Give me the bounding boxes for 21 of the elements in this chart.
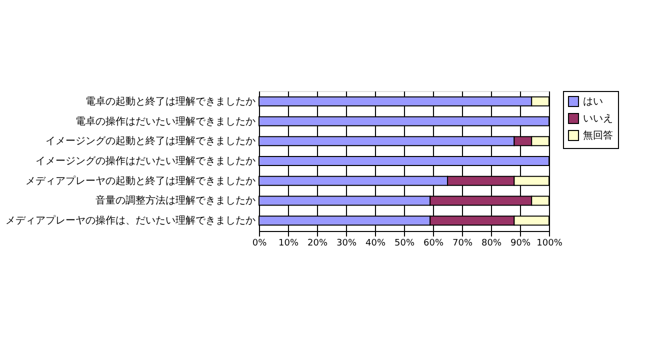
y-tick-label: メディアプレーヤの操作は、だいたい理解できましたか: [6, 214, 256, 227]
x-tick-label: 20%: [307, 238, 328, 248]
x-tick-label: 40%: [365, 238, 386, 248]
y-tick-label: 電卓の操作はだいたい理解できましたか: [76, 115, 256, 128]
y-tick-label: 音量の調整方法は理解できましたか: [96, 194, 256, 207]
legend-label: いいえ: [583, 114, 613, 124]
y-tick-label: メディアプレーヤの起動と終了は理解できましたか: [26, 174, 256, 187]
x-tick-label: 50%: [394, 238, 415, 248]
y-tick-label: 電卓の起動と終了は理解できましたか: [86, 95, 256, 108]
x-tick-label: 90%: [510, 238, 531, 248]
legend-label: 無回答: [583, 130, 613, 142]
x-tick-label: 0%: [252, 238, 268, 248]
x-tick-label: 70%: [452, 238, 473, 248]
x-tick-label: 80%: [481, 238, 502, 248]
x-tick-label: 100%: [536, 238, 563, 248]
y-tick-label: イメージングの起動と終了は理解できましたか: [46, 135, 256, 148]
legend-label: はい: [583, 96, 603, 108]
x-tick-label: 30%: [336, 238, 357, 248]
x-tick-label: 10%: [278, 238, 299, 248]
y-tick-label: イメージングの操作はだいたい理解できましたか: [36, 155, 256, 167]
x-tick-label: 60%: [423, 238, 444, 248]
